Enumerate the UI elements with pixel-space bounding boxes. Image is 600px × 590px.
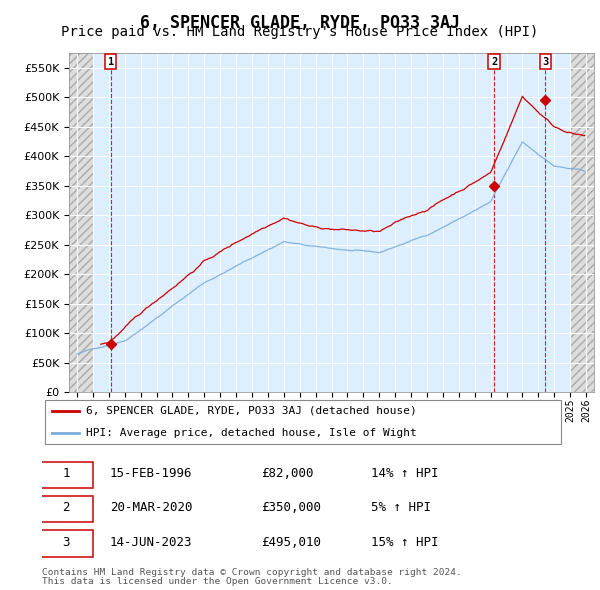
Text: 20-MAR-2020: 20-MAR-2020 bbox=[110, 502, 193, 514]
Text: £495,010: £495,010 bbox=[261, 536, 321, 549]
Bar bbox=[570, 53, 594, 392]
Text: £350,000: £350,000 bbox=[261, 502, 321, 514]
Text: 14-JUN-2023: 14-JUN-2023 bbox=[110, 536, 193, 549]
Text: 2: 2 bbox=[491, 57, 497, 67]
Text: 6, SPENCER GLADE, RYDE, PO33 3AJ: 6, SPENCER GLADE, RYDE, PO33 3AJ bbox=[140, 14, 460, 32]
Text: Contains HM Land Registry data © Crown copyright and database right 2024.: Contains HM Land Registry data © Crown c… bbox=[42, 568, 462, 576]
Text: 6, SPENCER GLADE, RYDE, PO33 3AJ (detached house): 6, SPENCER GLADE, RYDE, PO33 3AJ (detach… bbox=[86, 406, 417, 416]
Text: 1: 1 bbox=[107, 57, 114, 67]
Text: 3: 3 bbox=[62, 536, 70, 549]
Text: Price paid vs. HM Land Registry's House Price Index (HPI): Price paid vs. HM Land Registry's House … bbox=[61, 25, 539, 40]
Text: 14% ↑ HPI: 14% ↑ HPI bbox=[371, 467, 439, 480]
Bar bbox=[69, 53, 93, 392]
Text: 1: 1 bbox=[62, 467, 70, 480]
Text: 3: 3 bbox=[542, 57, 548, 67]
FancyBboxPatch shape bbox=[38, 496, 93, 523]
Text: £82,000: £82,000 bbox=[261, 467, 314, 480]
Text: 5% ↑ HPI: 5% ↑ HPI bbox=[371, 502, 431, 514]
Text: 2: 2 bbox=[62, 502, 70, 514]
FancyBboxPatch shape bbox=[44, 400, 562, 444]
Text: HPI: Average price, detached house, Isle of Wight: HPI: Average price, detached house, Isle… bbox=[86, 428, 417, 438]
Text: 15-FEB-1996: 15-FEB-1996 bbox=[110, 467, 193, 480]
FancyBboxPatch shape bbox=[38, 530, 93, 556]
Text: This data is licensed under the Open Government Licence v3.0.: This data is licensed under the Open Gov… bbox=[42, 577, 393, 586]
Text: 15% ↑ HPI: 15% ↑ HPI bbox=[371, 536, 439, 549]
FancyBboxPatch shape bbox=[38, 461, 93, 489]
